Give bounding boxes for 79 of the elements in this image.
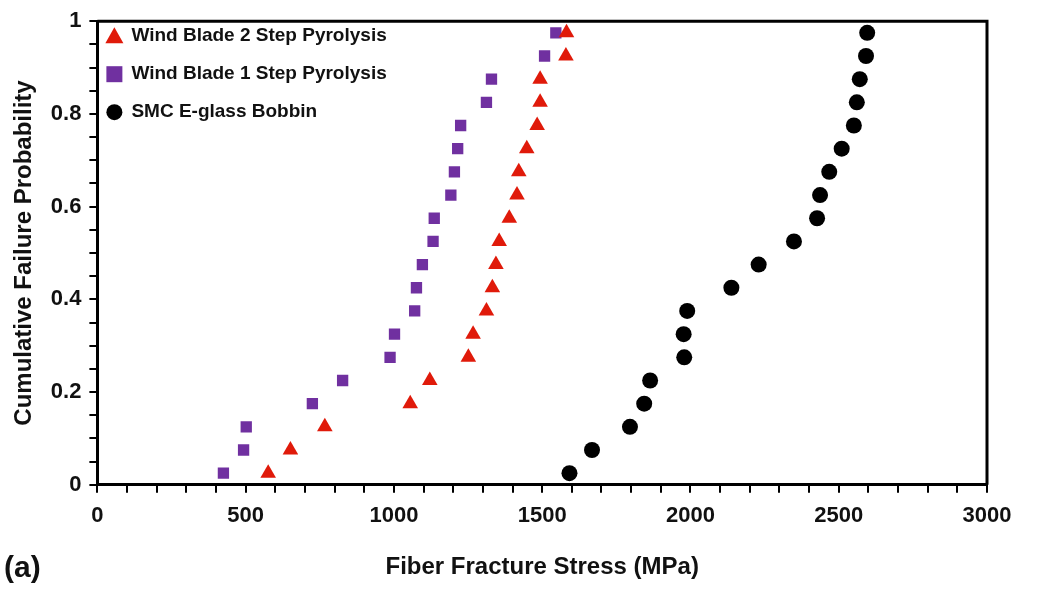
point <box>676 349 693 366</box>
point <box>480 96 493 108</box>
point <box>821 163 838 180</box>
point <box>217 467 230 479</box>
point <box>851 71 868 88</box>
point <box>410 282 423 294</box>
text: (a) <box>4 550 41 584</box>
point <box>388 328 401 340</box>
legend-label: Wind Blade 1 Step Pyrolysis <box>131 62 387 84</box>
x-tick-label: 1000 <box>369 502 419 528</box>
point <box>240 421 252 433</box>
y-tick-label: 0.2 <box>50 378 82 404</box>
point <box>448 166 461 178</box>
point <box>454 119 467 132</box>
y-tick-label: 1 <box>69 7 82 33</box>
point <box>478 301 495 316</box>
y-tick-label: 0 <box>69 470 82 496</box>
point <box>488 255 504 270</box>
point <box>317 417 333 432</box>
point <box>833 140 850 157</box>
x-tick-label: 2500 <box>814 502 864 528</box>
x-tick-label: 2000 <box>665 502 715 528</box>
x-tick-label: 3000 <box>962 502 1012 528</box>
legend-label: Wind Blade 2 Step Pyrolysis <box>131 24 387 46</box>
point <box>237 444 250 456</box>
point <box>584 442 601 459</box>
point <box>422 371 438 385</box>
point <box>532 93 548 107</box>
x-tick-label: 1500 <box>517 502 567 528</box>
point <box>679 302 696 319</box>
point <box>848 94 865 111</box>
point <box>809 210 826 227</box>
point <box>510 162 527 177</box>
x-tick-label: 500 <box>227 502 265 528</box>
y-tick-label: 0.6 <box>50 192 82 218</box>
point <box>858 47 875 64</box>
point <box>561 465 578 482</box>
point <box>491 232 507 246</box>
point <box>518 139 535 154</box>
point <box>642 372 659 389</box>
point <box>675 326 692 343</box>
point <box>558 23 575 38</box>
point <box>750 256 767 273</box>
point <box>532 70 548 84</box>
point <box>845 117 862 134</box>
point <box>260 464 276 478</box>
point <box>723 279 740 296</box>
point <box>306 398 319 410</box>
point <box>384 351 396 363</box>
point <box>460 348 477 362</box>
point <box>484 278 501 293</box>
point <box>465 325 481 339</box>
point <box>416 258 429 271</box>
point <box>427 235 439 248</box>
point <box>428 212 440 224</box>
point <box>282 441 299 455</box>
point <box>558 46 574 61</box>
y-tick-label: 0.4 <box>50 285 83 311</box>
y-tick-label: 0.8 <box>50 99 82 125</box>
point <box>859 24 876 41</box>
point <box>501 209 518 223</box>
point <box>336 374 349 387</box>
point <box>452 143 464 155</box>
point <box>409 305 421 317</box>
point <box>402 394 419 409</box>
point <box>785 233 802 250</box>
point <box>538 50 551 62</box>
y-axis-title: Cumulative Failure Probability <box>9 79 37 426</box>
legend-label: SMC E-glass Bobbin <box>131 100 318 122</box>
point <box>812 187 829 204</box>
x-axis-title: Fiber Fracture Stress (MPa) <box>385 552 699 580</box>
point <box>636 395 653 412</box>
point <box>445 189 457 201</box>
point <box>509 186 525 200</box>
point <box>485 73 498 85</box>
point <box>621 418 638 435</box>
point <box>529 116 545 131</box>
point <box>550 27 562 39</box>
x-tick-label: 0 <box>91 502 104 528</box>
